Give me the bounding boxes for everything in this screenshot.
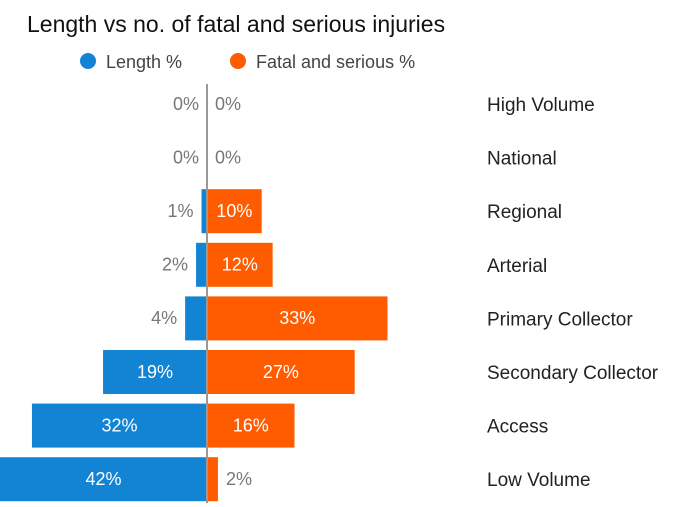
bar — [207, 242, 273, 287]
bar — [207, 403, 295, 448]
legend-label: Fatal and serious % — [256, 52, 415, 72]
value-label: 27% — [263, 362, 299, 382]
category-label: High Volume — [487, 95, 595, 116]
bar — [103, 350, 207, 394]
bar — [207, 457, 218, 502]
chart-title: Length vs no. of fatal and serious injur… — [27, 11, 445, 37]
value-label: 2% — [162, 255, 188, 275]
value-label: 0% — [215, 147, 241, 167]
bar — [196, 242, 207, 287]
category-label: National — [487, 149, 557, 170]
value-label: 4% — [151, 308, 177, 328]
value-label: 1% — [168, 201, 194, 221]
value-label: 0% — [215, 94, 241, 114]
legend-label: Length % — [106, 52, 182, 72]
bar — [0, 457, 208, 502]
category-label: Secondary Collector — [487, 363, 659, 384]
value-label: 32% — [101, 415, 137, 435]
bar — [207, 296, 388, 341]
category-label: Access — [487, 417, 548, 438]
bar — [207, 189, 262, 234]
category-label: Regional — [487, 202, 562, 223]
value-label: 33% — [279, 308, 315, 328]
category-label: Arterial — [487, 256, 547, 277]
bar — [185, 296, 207, 341]
value-label: 0% — [173, 94, 199, 114]
value-label: 10% — [216, 201, 252, 221]
value-label: 42% — [85, 469, 121, 489]
bar — [31, 403, 208, 448]
bar — [201, 189, 207, 234]
value-label: 16% — [233, 415, 269, 435]
category-label: Primary Collector — [487, 309, 633, 330]
value-label: 12% — [222, 255, 258, 275]
value-label: 2% — [226, 469, 252, 489]
value-label: 0% — [173, 147, 199, 167]
bar — [207, 350, 355, 394]
category-label: Low Volume — [487, 470, 591, 491]
legend-marker — [80, 53, 96, 69]
value-label: 19% — [137, 362, 173, 382]
legend-marker — [230, 53, 246, 69]
